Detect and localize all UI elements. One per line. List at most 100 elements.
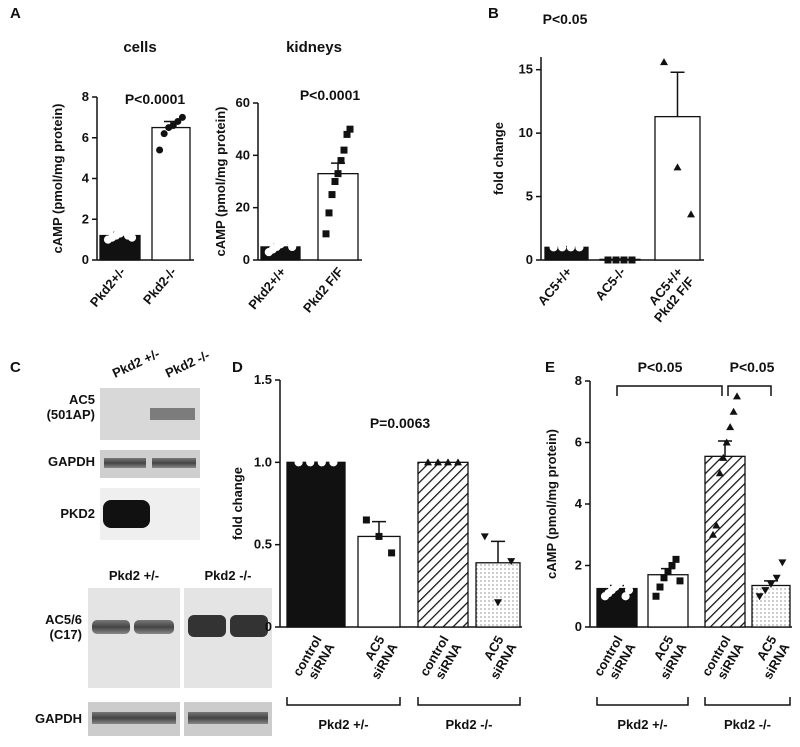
blot-row-label: GAPDH	[35, 711, 82, 726]
y-tick-label: 40	[236, 147, 250, 162]
bar	[751, 584, 791, 628]
data-point	[709, 530, 717, 538]
y-tick-label: 1.5	[254, 372, 272, 387]
annotation: P<0.0001	[125, 91, 186, 107]
western-blot	[88, 388, 272, 736]
y-tick-label: 8	[82, 89, 89, 104]
x-tick-label: Pkd2-/-	[140, 264, 179, 307]
panel-letter: B	[488, 5, 499, 22]
bar	[704, 455, 746, 628]
x-tick-label: Pkd2+/+	[245, 264, 289, 312]
annotation: P<0.05	[638, 359, 683, 375]
annotation: P<0.0001	[300, 87, 361, 103]
data-point	[424, 458, 432, 466]
data-point	[660, 58, 668, 66]
annotation: P<0.05	[730, 359, 775, 375]
bar	[654, 115, 701, 261]
data-point	[331, 178, 339, 185]
group-bracket	[417, 697, 521, 706]
data-point	[362, 516, 370, 524]
y-tick-label: 0.5	[254, 537, 272, 552]
y-axis-label: fold change	[491, 122, 506, 195]
x-tick-label: controlsiRNA	[699, 632, 747, 686]
y-tick-label: 2	[82, 211, 89, 226]
data-point	[673, 163, 682, 171]
chart-title: cells	[123, 39, 156, 56]
y-axis-label: cAMP (pmol/mg protein)	[213, 107, 228, 257]
y-tick-label: 0	[82, 252, 89, 267]
blot-column-label: Pkd2 +/-	[110, 346, 162, 381]
y-tick-label: 0	[575, 619, 582, 634]
blot-row-label: AC5/6 (C17)	[45, 612, 82, 642]
annotation: P<0.05	[543, 11, 588, 27]
data-point	[317, 458, 326, 467]
data-point	[549, 243, 558, 252]
bracket	[616, 385, 723, 396]
group-label: Pkd2 +/-	[617, 717, 667, 732]
data-point	[328, 191, 336, 199]
group-bracket	[596, 697, 689, 706]
data-point	[722, 438, 731, 446]
data-point	[712, 521, 721, 529]
blot-row-label: AC5 (501AP)	[47, 392, 95, 422]
y-tick-label: 8	[575, 373, 582, 388]
y-tick-label: 0	[265, 619, 272, 634]
data-point	[575, 243, 584, 252]
y-tick-label: 6	[82, 130, 89, 145]
data-point	[346, 125, 354, 133]
data-point	[288, 242, 297, 252]
data-point	[334, 170, 342, 178]
y-tick-label: 4	[575, 496, 583, 511]
data-point	[337, 157, 345, 165]
data-point	[621, 592, 630, 601]
data-point	[618, 576, 627, 585]
data-point	[169, 122, 177, 130]
data-point	[778, 559, 787, 567]
data-point	[672, 555, 680, 563]
y-tick-label: 60	[236, 95, 250, 110]
chart: 0 5 10 15 fold change AC5+/+ AC5-/- AC5+/+Pkd2 …	[491, 11, 704, 325]
data-point	[652, 592, 660, 600]
group-label: Pkd2 -/-	[724, 717, 771, 732]
data-point	[755, 593, 764, 601]
error-bar	[491, 540, 505, 563]
data-point	[454, 458, 462, 466]
x-tick-label: controlsiRNA	[591, 632, 639, 686]
data-point	[628, 256, 636, 264]
data-point	[325, 209, 333, 217]
data-point	[767, 580, 775, 588]
chart-title: kidneys	[286, 39, 342, 56]
data-point	[294, 458, 303, 467]
bracket	[727, 385, 772, 396]
blot-column-label: Pkd2 +/-	[109, 568, 159, 583]
data-point	[566, 243, 575, 252]
group-bracket	[704, 697, 791, 706]
bar	[286, 461, 346, 628]
data-point	[480, 533, 489, 541]
data-point	[687, 210, 695, 218]
data-point	[668, 562, 676, 569]
annotation: P=0.0063	[370, 415, 431, 431]
x-tick-label: Pkd2+/-	[87, 264, 128, 309]
data-point	[174, 117, 182, 125]
data-point	[726, 423, 735, 431]
y-tick-label: 10	[519, 125, 533, 140]
data-point	[306, 458, 315, 467]
data-point	[507, 558, 516, 566]
bar	[647, 574, 689, 628]
panel-letter: C	[10, 359, 21, 376]
y-tick-label: 0	[526, 252, 533, 267]
data-point	[284, 234, 293, 244]
blot-row-label: PKD2	[60, 506, 95, 521]
bar	[417, 461, 469, 628]
x-tick-label: AC5-/-	[592, 264, 628, 303]
data-point	[343, 130, 351, 138]
data-point	[715, 469, 724, 477]
panel-letter: A	[10, 5, 21, 22]
data-point	[322, 230, 330, 238]
data-point	[160, 130, 168, 138]
data-point	[388, 549, 396, 557]
x-tick-label: AC5siRNA	[474, 632, 520, 681]
